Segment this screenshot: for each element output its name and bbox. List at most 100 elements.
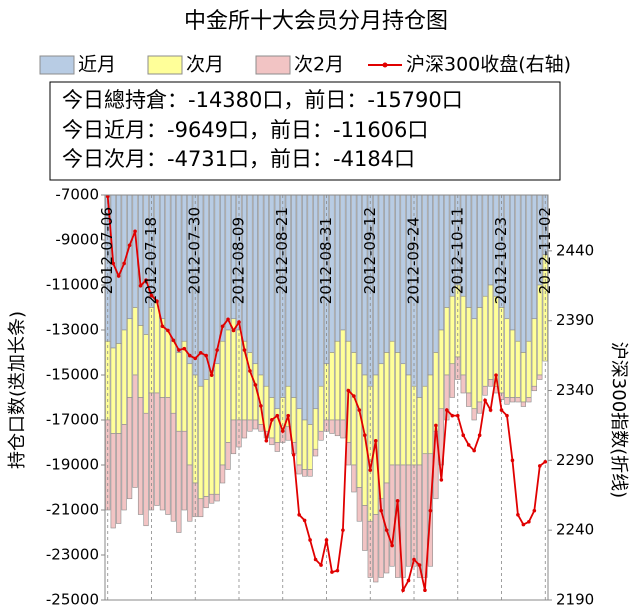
bar-segment bbox=[291, 397, 297, 443]
bar-segment bbox=[121, 195, 127, 331]
bar-segment bbox=[230, 318, 237, 421]
legend-label: 沪深300收盘(右轴) bbox=[406, 54, 571, 76]
line-marker bbox=[177, 348, 181, 352]
line-marker bbox=[324, 538, 329, 542]
bar-segment bbox=[258, 424, 264, 432]
y2-tick-label: 2240 bbox=[556, 521, 594, 539]
bar-segment bbox=[198, 385, 204, 500]
line-marker bbox=[505, 413, 509, 418]
plot-area bbox=[105, 195, 548, 600]
info-line: 今日總持倉：-14380口，前日：-15790口 bbox=[62, 88, 463, 112]
line-marker bbox=[144, 278, 148, 282]
bar-segment bbox=[416, 397, 423, 466]
bar-segment bbox=[340, 195, 346, 331]
line-marker bbox=[362, 433, 367, 438]
legend-swatch bbox=[255, 55, 291, 75]
bar-segment bbox=[504, 318, 510, 398]
bar-segment bbox=[170, 340, 176, 414]
bar-segment bbox=[143, 334, 149, 414]
line-marker bbox=[527, 519, 531, 524]
bar-segment bbox=[137, 325, 144, 398]
line-marker bbox=[193, 356, 198, 361]
line-marker bbox=[341, 528, 345, 532]
bar-segment bbox=[181, 430, 187, 511]
bar-segment bbox=[356, 363, 362, 488]
bar-segment bbox=[526, 397, 532, 403]
bar-segment bbox=[307, 424, 313, 470]
bar-segment bbox=[165, 195, 171, 331]
bar-segment bbox=[159, 318, 166, 398]
bar-segment bbox=[203, 379, 209, 497]
bar-segment bbox=[110, 433, 116, 529]
chart-title: 中金所十大会员分月持仓图 bbox=[184, 9, 448, 34]
bar-segment bbox=[466, 392, 472, 407]
x-tick-label: 2012-07-30 bbox=[186, 207, 204, 294]
line-marker bbox=[105, 195, 110, 199]
bar-segment bbox=[274, 408, 280, 443]
bar-segment bbox=[526, 340, 532, 398]
line-marker bbox=[379, 508, 383, 513]
bar-segment bbox=[438, 195, 444, 331]
bar-segment bbox=[395, 352, 401, 466]
line-marker bbox=[472, 448, 476, 453]
y-tick-label: -19000 bbox=[46, 456, 99, 474]
bar-segment bbox=[165, 397, 171, 515]
line-marker bbox=[319, 563, 323, 567]
bar-segment bbox=[378, 363, 384, 500]
bar-segment bbox=[356, 487, 362, 522]
y-tick-label: -17000 bbox=[46, 411, 99, 429]
bar-segment bbox=[389, 464, 395, 567]
bar-segment bbox=[187, 363, 193, 466]
bar-segment bbox=[312, 448, 319, 457]
bar-segment bbox=[116, 343, 122, 434]
line-marker bbox=[160, 324, 165, 329]
bar-segment bbox=[482, 385, 488, 396]
line-marker bbox=[308, 538, 312, 542]
bar-segment bbox=[537, 374, 543, 380]
bar-segment bbox=[296, 408, 302, 466]
legend-label: 近月 bbox=[78, 54, 116, 76]
bar-segment bbox=[165, 329, 171, 398]
bar-segment bbox=[116, 433, 122, 524]
x-tick-label: 2012-09-12 bbox=[361, 207, 379, 294]
bar-segment bbox=[148, 307, 155, 394]
line-marker bbox=[428, 508, 433, 513]
line-marker bbox=[133, 229, 137, 234]
bar-segment bbox=[302, 419, 308, 470]
line-marker bbox=[122, 261, 126, 266]
bar-segment bbox=[154, 392, 160, 506]
bar-segment bbox=[384, 352, 390, 484]
line-marker bbox=[187, 353, 192, 358]
bar-segment bbox=[225, 442, 231, 470]
line-marker bbox=[477, 433, 482, 438]
line-marker bbox=[516, 513, 520, 517]
bar-segment bbox=[405, 374, 412, 466]
bar-segment bbox=[362, 505, 368, 551]
x-tick-label: 2012-08-09 bbox=[229, 217, 247, 304]
legend-swatch bbox=[382, 62, 388, 68]
line-marker bbox=[171, 338, 176, 343]
bar-segment bbox=[444, 307, 450, 376]
line-marker bbox=[259, 404, 263, 408]
bar-segment bbox=[110, 347, 116, 434]
bar-segment bbox=[318, 385, 324, 432]
line-marker bbox=[116, 274, 121, 278]
line-marker bbox=[401, 588, 405, 593]
y-tick-label: -25000 bbox=[46, 591, 99, 609]
bar-segment bbox=[373, 514, 379, 583]
line-marker bbox=[390, 543, 394, 548]
line-marker bbox=[434, 423, 438, 428]
bar-segment bbox=[132, 307, 138, 376]
y-axis-label: 持仓口数(迭加长条) bbox=[7, 311, 28, 469]
bar-segment bbox=[449, 363, 455, 398]
bar-segment bbox=[422, 385, 428, 455]
bar-segment bbox=[302, 469, 308, 477]
y-tick-label: -7000 bbox=[55, 186, 99, 204]
bar-segment bbox=[181, 340, 187, 432]
bar-segment bbox=[329, 419, 335, 434]
line-marker bbox=[335, 568, 340, 573]
bar-segment bbox=[148, 392, 155, 511]
line-marker bbox=[406, 578, 411, 583]
bar-segment bbox=[531, 318, 537, 387]
